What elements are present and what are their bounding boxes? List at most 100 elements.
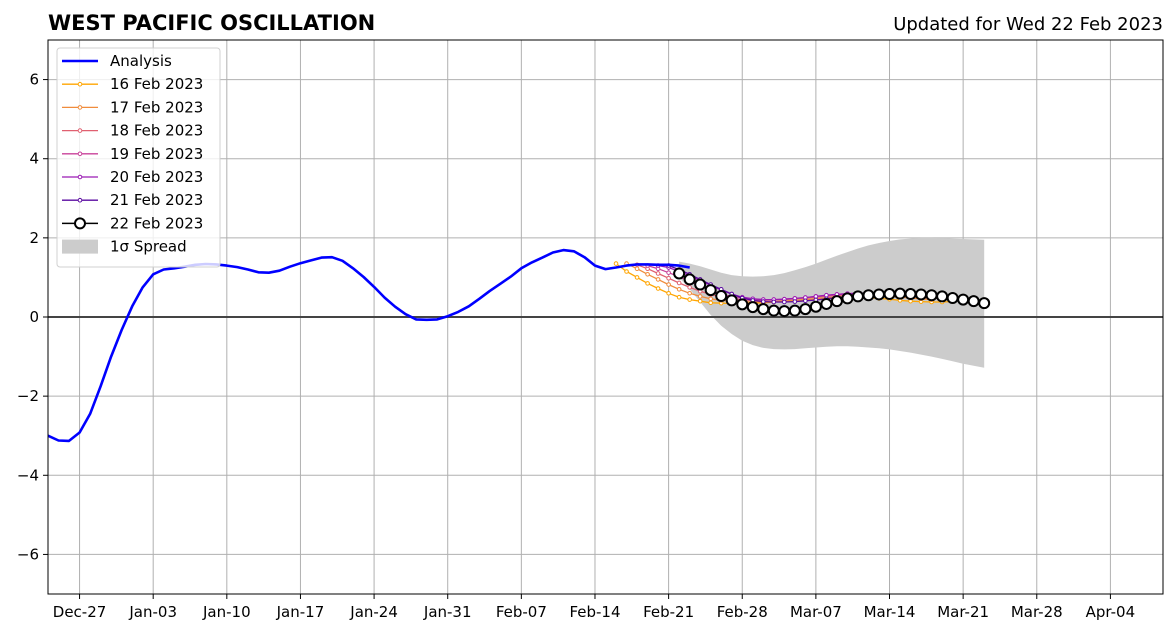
forecast-point: [841, 292, 854, 305]
forecast-point: [746, 301, 759, 314]
forecast-point: [708, 296, 713, 302]
forecast-point: [694, 278, 707, 291]
y-tick-label: 6: [29, 71, 39, 89]
y-tick-label: 2: [29, 229, 39, 247]
forecast-point: [725, 294, 738, 307]
forecast-point: [820, 297, 833, 310]
x-axis-ticks: Dec-27 Jan-03 Jan-10 Jan-17 Jan-24 Jan-31 Feb-…: [53, 594, 1135, 621]
forecast-point: [666, 290, 671, 296]
legend: Analysis 16 Feb 2023 17 Feb 2023 18 Feb 202…: [56, 47, 221, 268]
forecast-point: [771, 299, 777, 305]
forecast-point: [824, 292, 829, 298]
x-tick-label: Jan-10: [202, 603, 251, 621]
forecast-point: [676, 280, 682, 286]
forecast-point: [809, 300, 822, 313]
series-layer: [47, 248, 991, 443]
forecast-point: [830, 295, 843, 308]
forecast-point: [803, 298, 808, 304]
legend-marker: [77, 105, 83, 110]
y-tick-label: 0: [29, 308, 39, 326]
forecast-point: [967, 295, 980, 308]
x-tick-label: Feb-21: [643, 603, 694, 621]
forecast-point: [894, 287, 907, 300]
forecast-point: [757, 303, 770, 316]
forecast-point: [782, 299, 787, 305]
forecast-point: [708, 300, 713, 306]
forecast-point: [883, 288, 896, 301]
forecast-point: [676, 287, 682, 292]
x-tick-label: Jan-17: [276, 603, 325, 621]
legend-swatch-spread: [62, 239, 98, 254]
forecast-point: [915, 288, 928, 301]
x-tick-label: Mar-21: [937, 603, 989, 621]
legend-label-forecast: 18 Feb 2023: [110, 122, 203, 140]
legend-marker: [77, 197, 83, 203]
forecast-point: [634, 266, 640, 272]
forecast-point: [767, 304, 780, 317]
forecast-point: [851, 290, 864, 303]
forecast-point: [697, 294, 703, 299]
x-tick-label: Mar-14: [864, 603, 916, 621]
x-tick-label: Mar-28: [1011, 603, 1063, 621]
legend-marker: [77, 128, 83, 133]
forecast-point: [645, 271, 650, 277]
forecast-point: [957, 293, 970, 306]
forecast-point: [687, 297, 692, 302]
forecast-point: [666, 270, 671, 275]
chart-title: WEST PACIFIC OSCILLATION: [48, 11, 375, 35]
legend-label-forecast: 21 Feb 2023: [110, 191, 203, 209]
forecast-point: [904, 288, 917, 301]
legend-label-analysis: Analysis: [110, 52, 172, 70]
legend-label-forecast: 17 Feb 2023: [110, 98, 203, 116]
x-tick-label: Dec-27: [53, 603, 107, 621]
y-axis-ticks: −6 −4 −2 0 2 4 6: [17, 71, 48, 563]
chart-subtitle: Updated for Wed 22 Feb 2023: [893, 14, 1163, 35]
legend-box: [56, 47, 221, 268]
x-tick-label: Apr-04: [1086, 603, 1136, 621]
legend-label-forecast: 16 Feb 2023: [110, 75, 203, 93]
y-tick-label: −4: [17, 466, 39, 484]
x-tick-label: Feb-14: [569, 603, 620, 621]
legend-label-forecast: 20 Feb 2023: [110, 168, 203, 186]
forecast-point: [946, 292, 959, 305]
forecast-point: [799, 303, 812, 316]
forecast-point: [687, 285, 692, 290]
forecast-point: [792, 299, 798, 304]
x-tick-label: Jan-24: [349, 603, 398, 621]
forecast-point: [697, 298, 703, 304]
forecast-point: [862, 289, 875, 302]
forecast-point: [925, 289, 938, 302]
forecast-point: [673, 267, 686, 280]
forecast-point: [645, 281, 650, 286]
forecast-point: [872, 288, 885, 301]
analysis-line: [47, 248, 690, 443]
forecast-point: [936, 290, 949, 303]
forecast-point: [683, 273, 696, 286]
legend-label-spread: 1σ Spread: [110, 238, 187, 256]
forecast-point: [676, 294, 682, 300]
forecast-point: [613, 261, 619, 266]
forecast-point: [655, 277, 661, 282]
legend-label-forecast: 22 Feb 2023: [110, 214, 203, 232]
x-tick-label: Feb-07: [496, 603, 547, 621]
legend-marker: [77, 174, 83, 180]
forecast-point: [655, 286, 661, 291]
forecast-point: [666, 282, 671, 287]
forecast-point: [715, 290, 728, 303]
x-tick-label: Mar-07: [790, 603, 842, 621]
y-tick-label: −6: [17, 545, 39, 563]
forecast-point: [736, 298, 749, 311]
forecast-point: [788, 304, 801, 317]
legend-marker: [77, 81, 83, 87]
forecast-point: [666, 275, 671, 281]
forecast-point: [655, 271, 661, 276]
x-tick-label: Jan-31: [423, 603, 472, 621]
forecast-point: [634, 275, 640, 280]
forecast-point: [760, 299, 766, 304]
forecast-series: [673, 267, 991, 318]
forecast-point: [704, 284, 717, 297]
forecast-point: [778, 305, 791, 318]
forecast-point: [813, 294, 819, 299]
forecast-point: [687, 290, 692, 296]
